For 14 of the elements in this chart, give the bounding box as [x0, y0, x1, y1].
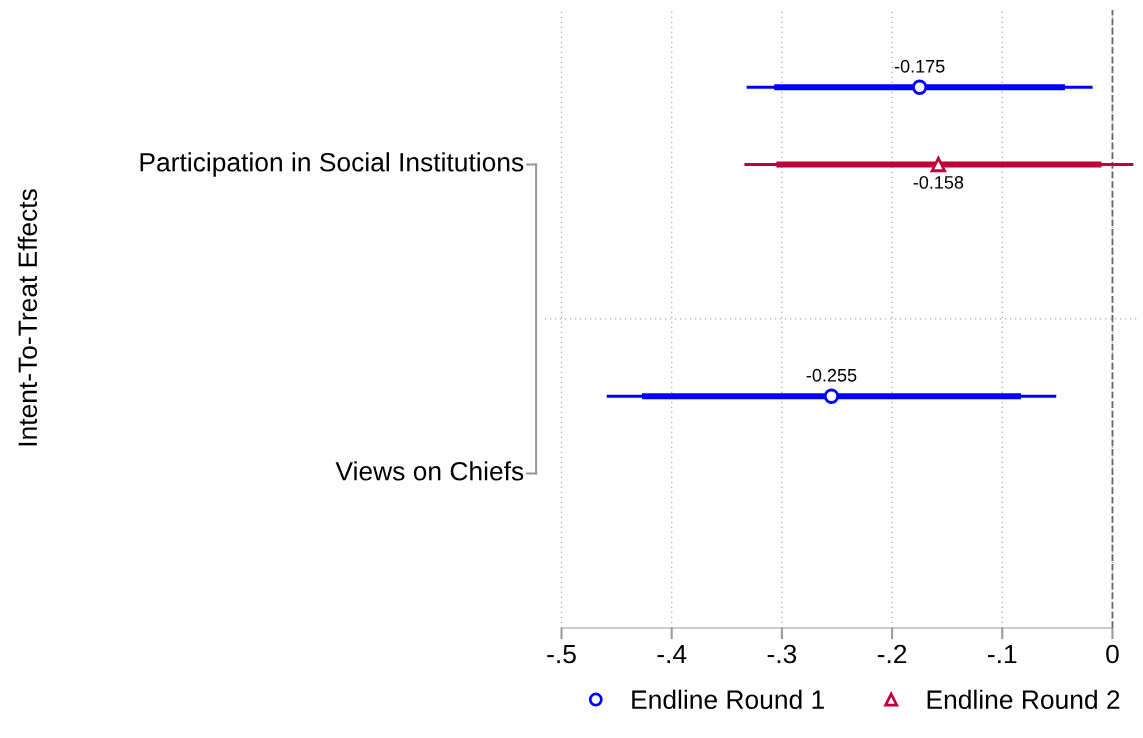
data-label: -0.158 — [913, 176, 964, 189]
x-tick-label: -.1 — [988, 644, 1017, 664]
legend-label: Endline Round 1 — [632, 689, 824, 710]
data-label: -0.175 — [894, 59, 945, 73]
y-axis-title: Intent-To-Treat Effects — [17, 189, 38, 446]
y-tick-label: Views on Chiefs — [335, 461, 524, 481]
x-tick-label: 0 — [1106, 644, 1119, 664]
x-tick-label: -.4 — [657, 644, 687, 664]
x-tick-label: -.2 — [877, 644, 907, 664]
legend-label: Endline Round 2 — [927, 689, 1120, 710]
data-label: -0.255 — [806, 368, 857, 382]
x-tick-label: -.5 — [547, 644, 576, 664]
x-tick-label: -.3 — [767, 644, 797, 664]
y-tick-label: Participation in Social Institutions — [140, 152, 524, 177]
